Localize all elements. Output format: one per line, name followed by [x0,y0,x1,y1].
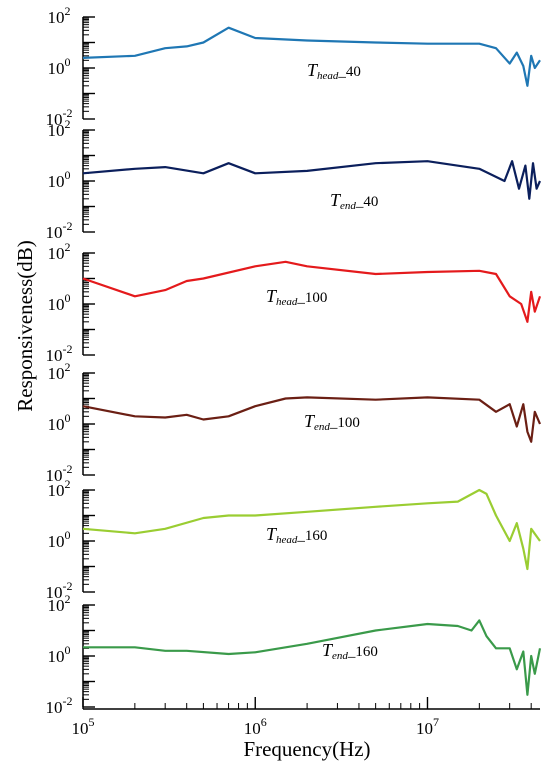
series-label: Thead_40 [307,60,361,82]
x-tick-label: 106 [244,715,267,738]
series-line-6 [83,619,542,696]
y-tick-label: 10-2 [46,694,73,717]
series-label: Tend_100 [304,411,360,433]
series-line-4 [82,396,542,443]
y-tick-label: 10-2 [46,106,73,129]
x-axis-title: Frequency(Hz) [243,737,370,761]
series-label: Thead_100 [266,286,327,308]
y-tick-label: 100 [48,411,71,434]
panel-6: 102 100 10-2 Tend_160 [46,592,542,717]
y-tick-label: 102 [48,592,71,615]
series-label: Thead_160 [266,524,327,546]
panel-2: 102 100 10-2 Tend_40 [46,117,542,242]
series-line-5 [82,488,541,571]
series-line-2 [82,160,542,200]
series-label: Tend_40 [330,190,378,212]
y-tick-label: 10-2 [46,579,73,602]
y-tick-label: 102 [48,117,71,140]
y-tick-label: 102 [48,4,71,27]
panel-4: 102 100 10-2 Tend_100 [46,360,542,485]
plot-area: 10210010-2Thead_4010210010-2Tend_4010210… [46,4,542,738]
y-axis-title: Responsiveness(dB) [13,240,37,412]
y-tick-label: 102 [48,240,71,263]
y-tick-label: 100 [48,291,71,314]
y-tick-label: 100 [48,643,71,666]
y-tick-label: 10-2 [46,462,73,485]
series-line-1 [82,26,541,87]
y-tick-label: 100 [48,168,71,191]
x-tick-label: 107 [416,715,439,738]
y-tick-label: 102 [48,477,71,500]
panel-3: 102 100 10-2 Thead_100 [46,240,542,365]
series-line-3 [82,260,542,323]
panel-1: 102 100 10-2 Thead_40 [46,4,541,129]
x-tick-label: 105 [72,715,95,738]
panel-5: 102 100 10-2 Thead_160 [46,477,541,602]
series-label: Tend_160 [322,640,378,662]
y-tick-label: 10-2 [46,342,73,365]
y-tick-label: 100 [48,528,71,551]
y-tick-label: 102 [48,360,71,383]
y-tick-label: 10-2 [46,219,73,242]
y-tick-label: 100 [48,55,71,78]
